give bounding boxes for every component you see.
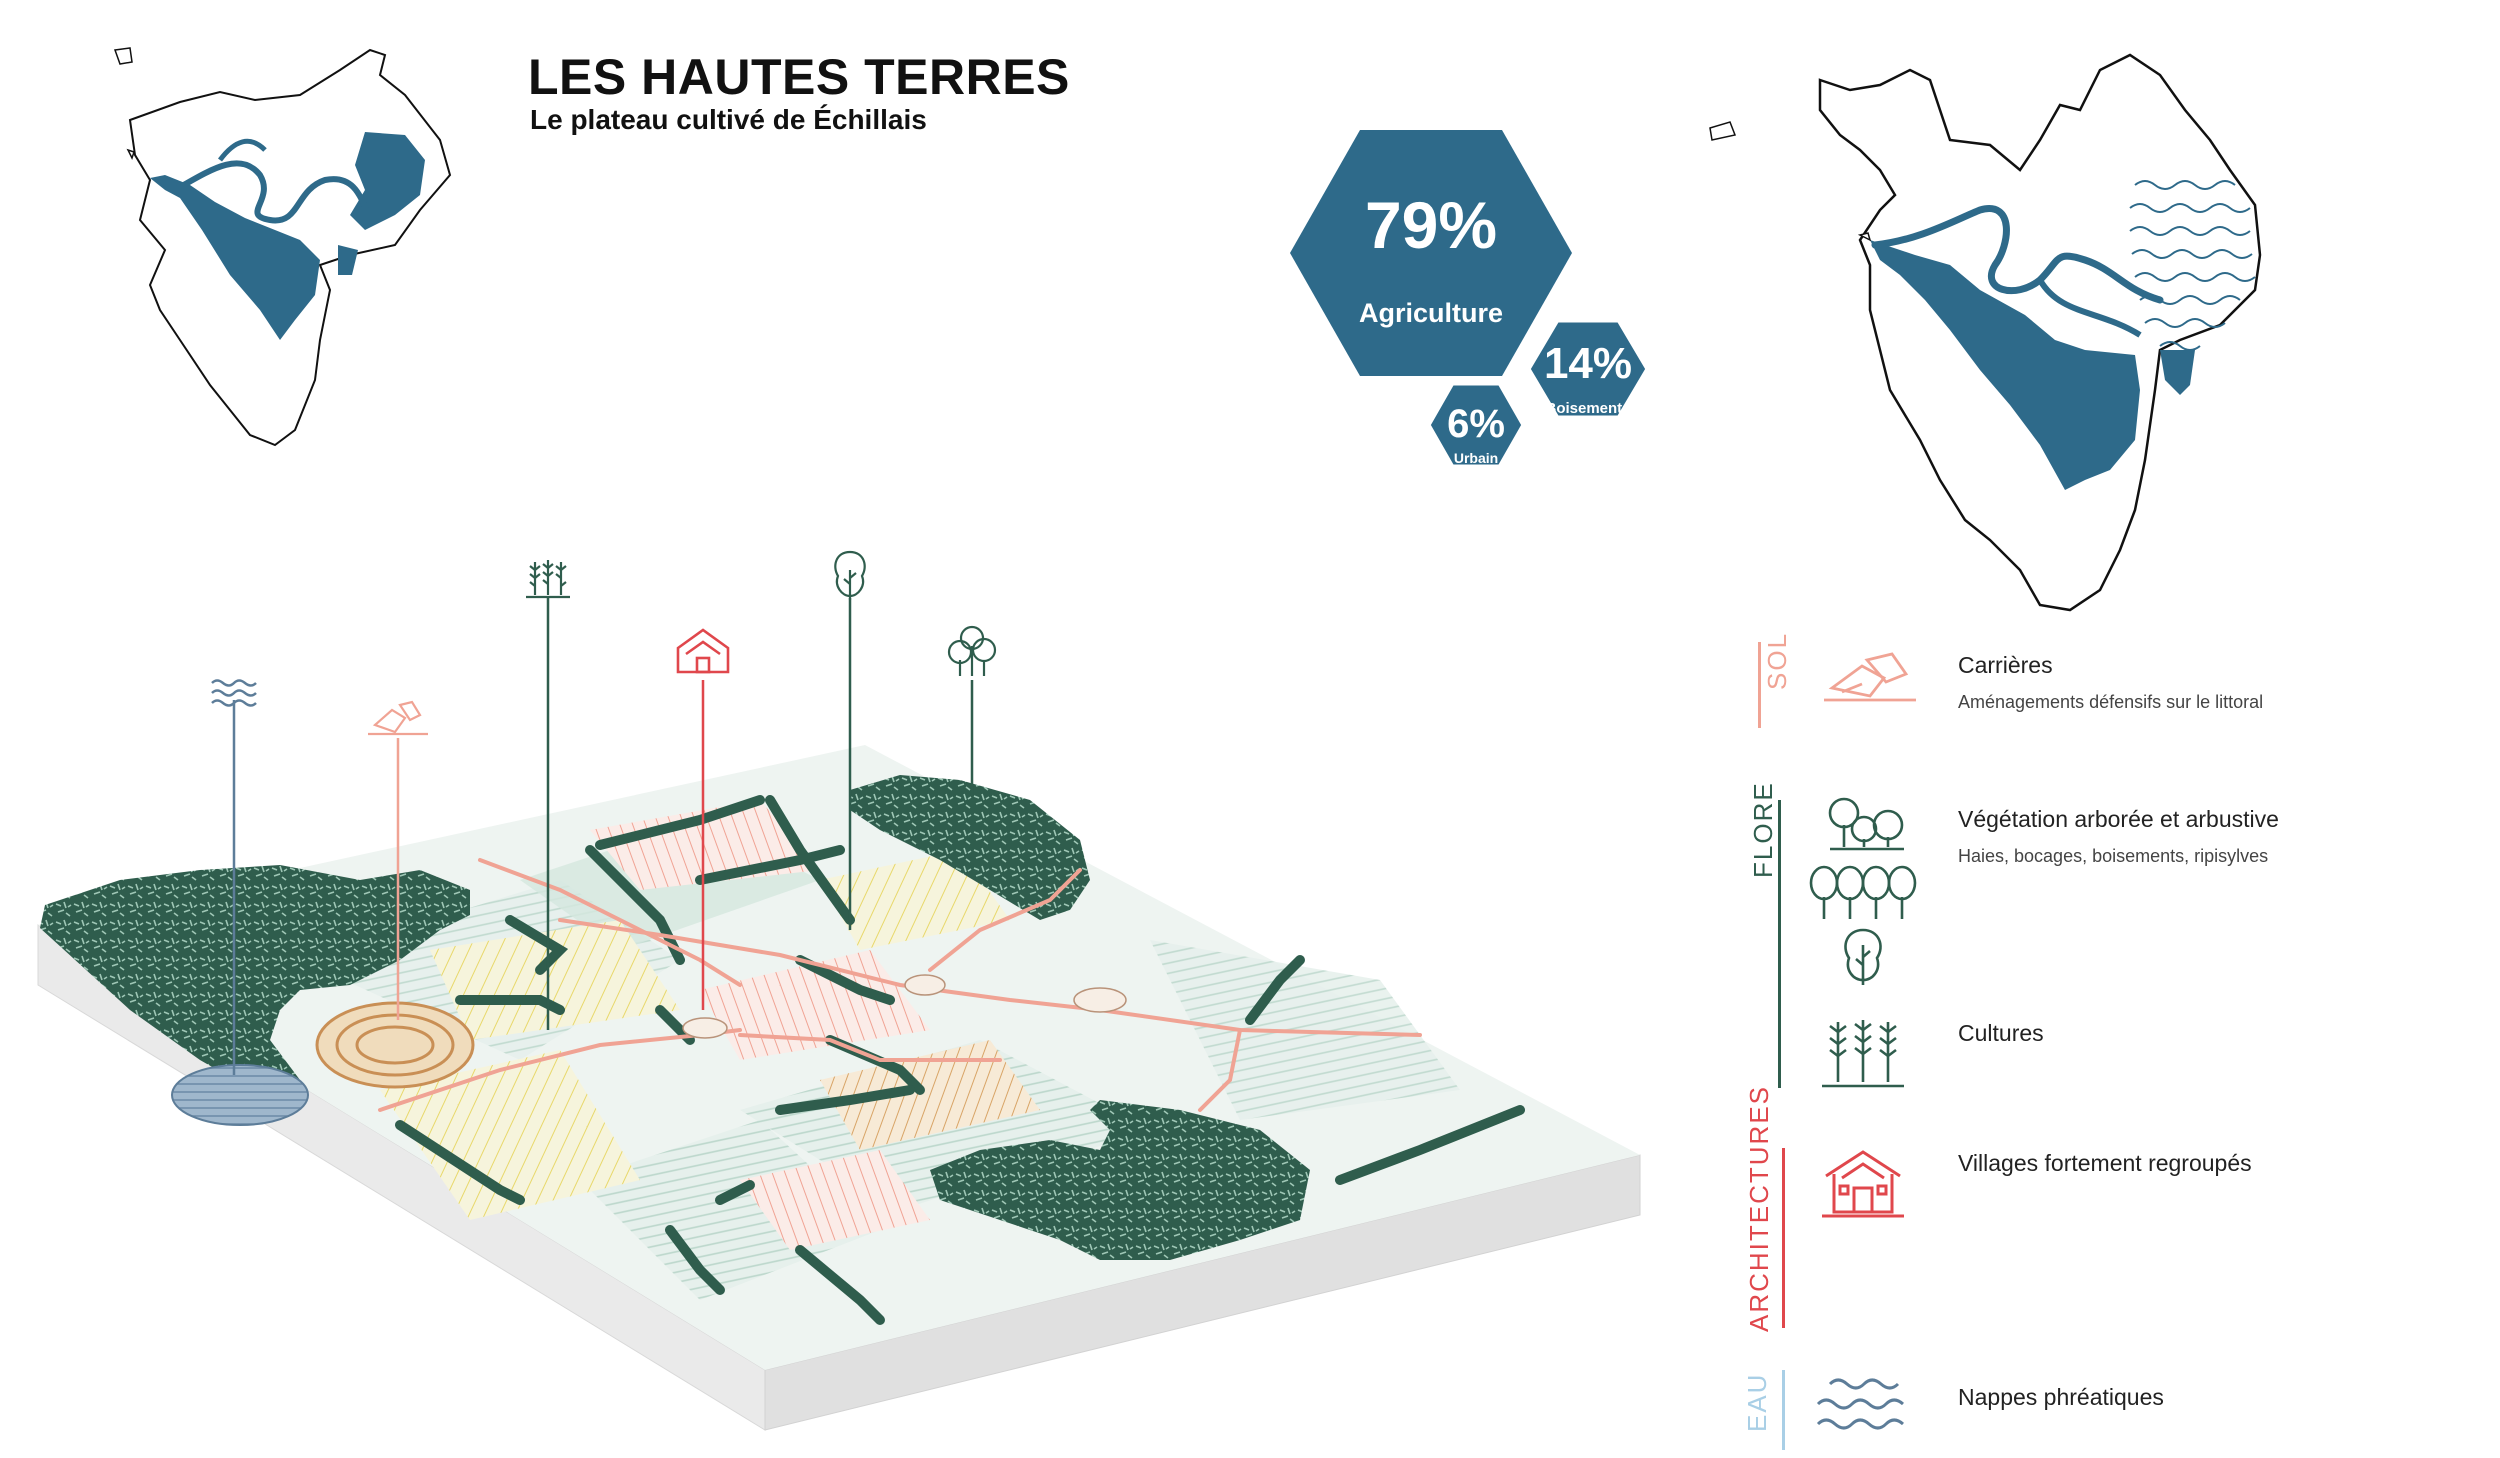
legend-sol-category: SOL: [1762, 631, 1792, 690]
legend-architecture-bar: [1782, 1148, 1785, 1328]
hexagon-urbain: [1425, 380, 1527, 470]
locator-map-left: [113, 47, 452, 447]
page-subtitle: Le plateau cultivé de Échillais: [530, 104, 927, 135]
hexagon-boisements: [1525, 317, 1651, 421]
stat-boisements-value: 14%: [1544, 339, 1632, 388]
stat-agriculture-label: Agriculture: [1359, 298, 1503, 328]
legend-vegetation-title: Végétation arborée et arbustive: [1958, 806, 2279, 832]
pin-wheat-icon: [526, 560, 570, 599]
waves-icon: [1816, 1378, 1904, 1430]
stat-urbain-value: 6%: [1447, 402, 1505, 446]
legend-sol-title: Carrières: [1958, 652, 2053, 678]
legend-flore-category: FLORE: [1748, 781, 1778, 878]
legend-cultures-title: Cultures: [1958, 1020, 2044, 1046]
forest-bottom: [930, 1100, 1310, 1260]
locator-map-right: [1709, 53, 2262, 612]
legend-eau-bar: [1782, 1370, 1785, 1450]
legend-sol-subtitle: Aménagements défensifs sur le littoral: [1958, 692, 2264, 712]
wheat-icon: [1822, 1020, 1904, 1088]
legend-villages-title: Villages fortement regroupés: [1958, 1150, 2252, 1176]
page-title: LES HAUTES TERRES: [528, 49, 1070, 105]
stat-boisements-label: Boisements: [1545, 400, 1630, 417]
legend-architecture-category: ARCHITECTURES: [1744, 1084, 1774, 1332]
pin-tree-icon: [834, 550, 866, 600]
forest-top: [850, 775, 1090, 920]
hexagon-agriculture: [1290, 130, 1572, 376]
legend-eau-category: EAU: [1742, 1372, 1772, 1432]
field-yellow: [430, 920, 680, 1040]
legend-nappes-title: Nappes phréatiques: [1958, 1384, 2164, 1410]
legend-sol-bar: [1758, 642, 1761, 728]
quarry-stones-icon: [1824, 652, 1916, 702]
stats-hexagons: 79% Agriculture 14% Boisements 6% Urbain: [1290, 130, 1651, 470]
stat-urbain-label: Urbain: [1454, 450, 1498, 466]
legend-flore-bar: [1778, 800, 1781, 1088]
pin-trees-icon: [947, 625, 997, 676]
pin-waves-icon: [211, 679, 257, 707]
pin-quarry-icon: [368, 700, 428, 736]
house-icon: [1822, 1150, 1904, 1218]
forest-left: [40, 865, 470, 1100]
pin-house-icon: [676, 628, 730, 674]
legend-vegetation-subtitle: Haies, bocages, boisements, ripisylves: [1958, 846, 2269, 866]
isometric-landscape-block: [37, 550, 1641, 1431]
stat-agriculture-value: 79%: [1365, 188, 1497, 262]
trees-icon: [1809, 797, 1917, 985]
villages: [682, 974, 1127, 1039]
quarry-pit: [315, 1001, 475, 1089]
aquifer-water: [171, 1064, 309, 1126]
